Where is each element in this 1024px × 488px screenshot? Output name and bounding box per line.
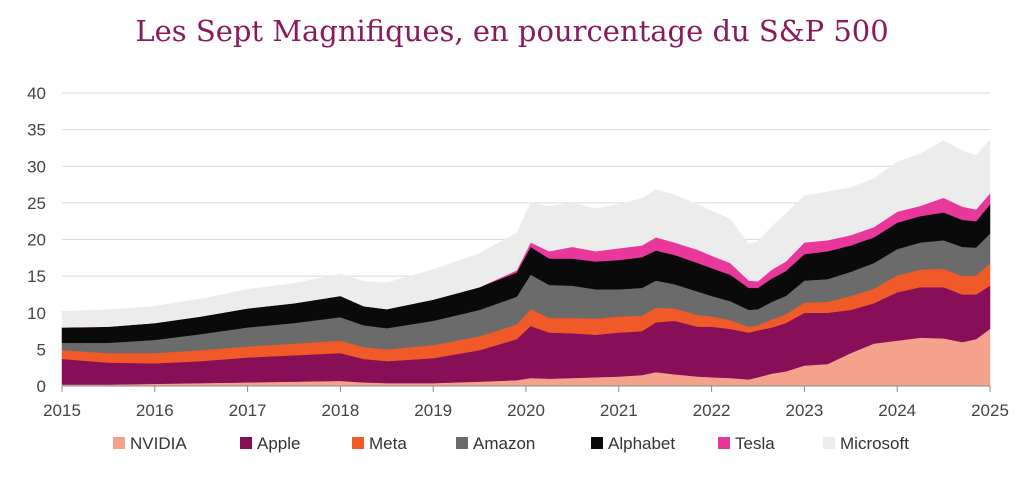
- y-tick-label: 40: [27, 84, 46, 103]
- y-tick-label: 0: [37, 377, 46, 396]
- legend-item-alphabet: Alphabet: [591, 434, 675, 453]
- legend-label: NVIDIA: [130, 434, 187, 453]
- legend-item-apple: Apple: [240, 434, 300, 453]
- legend-label: Alphabet: [608, 434, 675, 453]
- legend-swatch: [718, 437, 730, 449]
- y-tick-label: 20: [27, 231, 46, 250]
- x-tick-label: 2024: [878, 401, 916, 420]
- chart-title: Les Sept Magnifiques, en pourcentage du …: [135, 14, 889, 48]
- x-tick-label: 2019: [414, 401, 452, 420]
- x-tick-label: 2018: [321, 401, 359, 420]
- legend-label: Microsoft: [840, 434, 909, 453]
- y-tick-label: 35: [27, 121, 46, 140]
- x-tick-label: 2020: [507, 401, 545, 420]
- area-microsoft: [61, 139, 991, 328]
- legend-item-nvidia: NVIDIA: [113, 434, 187, 453]
- y-tick-label: 30: [27, 157, 46, 176]
- y-tick-label: 15: [27, 267, 46, 286]
- y-tick-label: 25: [27, 194, 46, 213]
- x-tick-label: 2015: [43, 401, 81, 420]
- legend-label: Apple: [257, 434, 300, 453]
- legend-swatch: [352, 437, 364, 449]
- legend-label: Meta: [369, 434, 407, 453]
- y-tick-label: 5: [37, 340, 46, 359]
- x-tick-label: 2017: [229, 401, 267, 420]
- x-tick-label: 2023: [785, 401, 823, 420]
- x-tick-label: 2025: [971, 401, 1009, 420]
- legend-item-tesla: Tesla: [718, 434, 775, 453]
- legend: NVIDIA Apple Meta Amazon Alphabet Tesla Micros…: [113, 434, 909, 453]
- y-tick-label: 10: [27, 304, 46, 323]
- legend-swatch: [456, 437, 468, 449]
- legend-item-amazon: Amazon: [456, 434, 535, 453]
- x-tick-label: 2021: [600, 401, 638, 420]
- x-tick-label: 2022: [693, 401, 731, 420]
- legend-swatch: [240, 437, 252, 449]
- legend-swatch: [113, 437, 125, 449]
- legend-item-microsoft: Microsoft: [823, 434, 909, 453]
- series-areas: [61, 139, 991, 387]
- x-tick-label: 2016: [136, 401, 174, 420]
- legend-swatch: [823, 437, 835, 449]
- legend-label: Amazon: [473, 434, 535, 453]
- legend-item-meta: Meta: [352, 434, 407, 453]
- legend-swatch: [591, 437, 603, 449]
- legend-label: Tesla: [735, 434, 775, 453]
